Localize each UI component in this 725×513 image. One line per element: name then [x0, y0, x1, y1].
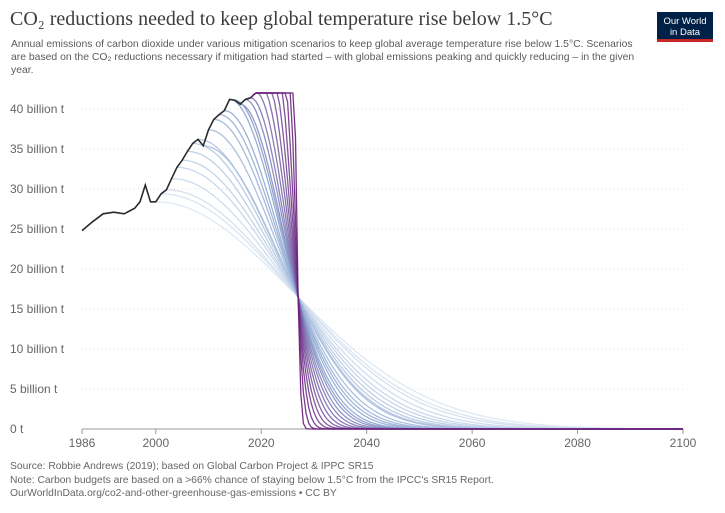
historical-line-group: [81, 97, 251, 232]
y-tick-label: 15 billion t: [10, 302, 65, 316]
x-tick-label: 2100: [670, 436, 697, 450]
x-tick-label: 2060: [459, 436, 486, 450]
y-tick-label: 30 billion t: [10, 182, 65, 196]
scenario-line-2018: [250, 97, 683, 430]
methodology-note: Note: Carbon budgets are based on a >66%…: [10, 474, 494, 486]
y-tick-label: 5 billion t: [10, 382, 58, 396]
logo-line-2: in Data: [669, 27, 701, 38]
x-tick-label: 2080: [564, 436, 591, 450]
x-tick-label: 2020: [248, 436, 275, 450]
y-tick-label: 20 billion t: [10, 262, 65, 276]
y-tick-label: 35 billion t: [10, 142, 65, 156]
source-url[interactable]: OurWorldInData.org/co2-and-other-greenho…: [10, 488, 337, 499]
x-tick-label: 1986: [69, 436, 96, 450]
scenario-line-2009: [203, 145, 683, 430]
y-tick-label: 25 billion t: [10, 222, 65, 236]
emissions-chart: 0 t 5 billion t 10 billion t 15 billion t 20…: [10, 92, 697, 450]
y-tick-label: 0 t: [10, 422, 24, 436]
scenario-line-2019: [250, 92, 683, 430]
y-tick-label: 40 billion t: [10, 102, 65, 116]
x-tick-label: 2040: [353, 436, 380, 450]
scenario-lines: [155, 92, 683, 430]
chart-title: CO₂ reductions needed to keep global tem…: [10, 8, 553, 30]
scenario-line-2000: [155, 201, 683, 430]
historical-emissions-line: [81, 97, 251, 232]
chart-subtitle: Annual emissions of carbon dioxide under…: [11, 39, 635, 76]
y-tick-label: 10 billion t: [10, 342, 65, 356]
grid-lines: [81, 108, 684, 434]
owid-logo[interactable]: Our World in Data: [657, 12, 713, 42]
scenario-line-2026: [250, 92, 683, 430]
chart-footer: Source: Robbie Andrews (2019); based on …: [10, 460, 710, 501]
logo-line-1: Our World: [663, 16, 707, 27]
source-note: Source: Robbie Andrews (2019); based on …: [10, 461, 374, 472]
scenario-line-2007: [192, 142, 683, 430]
axis-labels: 0 t 5 billion t 10 billion t 15 billion t 20…: [10, 102, 697, 450]
x-tick-label: 2000: [142, 436, 169, 450]
scenario-line-2005: [182, 159, 683, 430]
